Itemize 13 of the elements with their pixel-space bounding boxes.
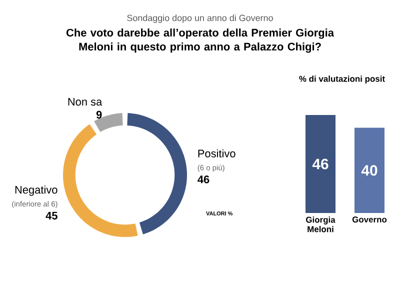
data-label: 40: [361, 165, 378, 176]
data-label: 45: [46, 212, 58, 220]
slice-label: Non sa: [68, 98, 102, 106]
data-label: 46: [312, 158, 328, 170]
x-tick-label: Governo: [352, 216, 387, 223]
data-label: 9: [96, 110, 102, 119]
chart-title: % di valutazioni posit: [299, 76, 385, 84]
slice-label: Positivo: [198, 149, 236, 158]
x-tick-label: Giorgia Meloni: [306, 216, 336, 232]
slice-label: Negativo: [15, 186, 58, 196]
chart-title: Che voto darebbe all’operato della Premier Giorgia Meloni in questo primo anno a Palazzo Chigi?: [66, 28, 334, 53]
data-label: 46: [198, 176, 210, 184]
chart-subtitle: Sondaggio dopo un anno di Governo: [127, 14, 273, 23]
